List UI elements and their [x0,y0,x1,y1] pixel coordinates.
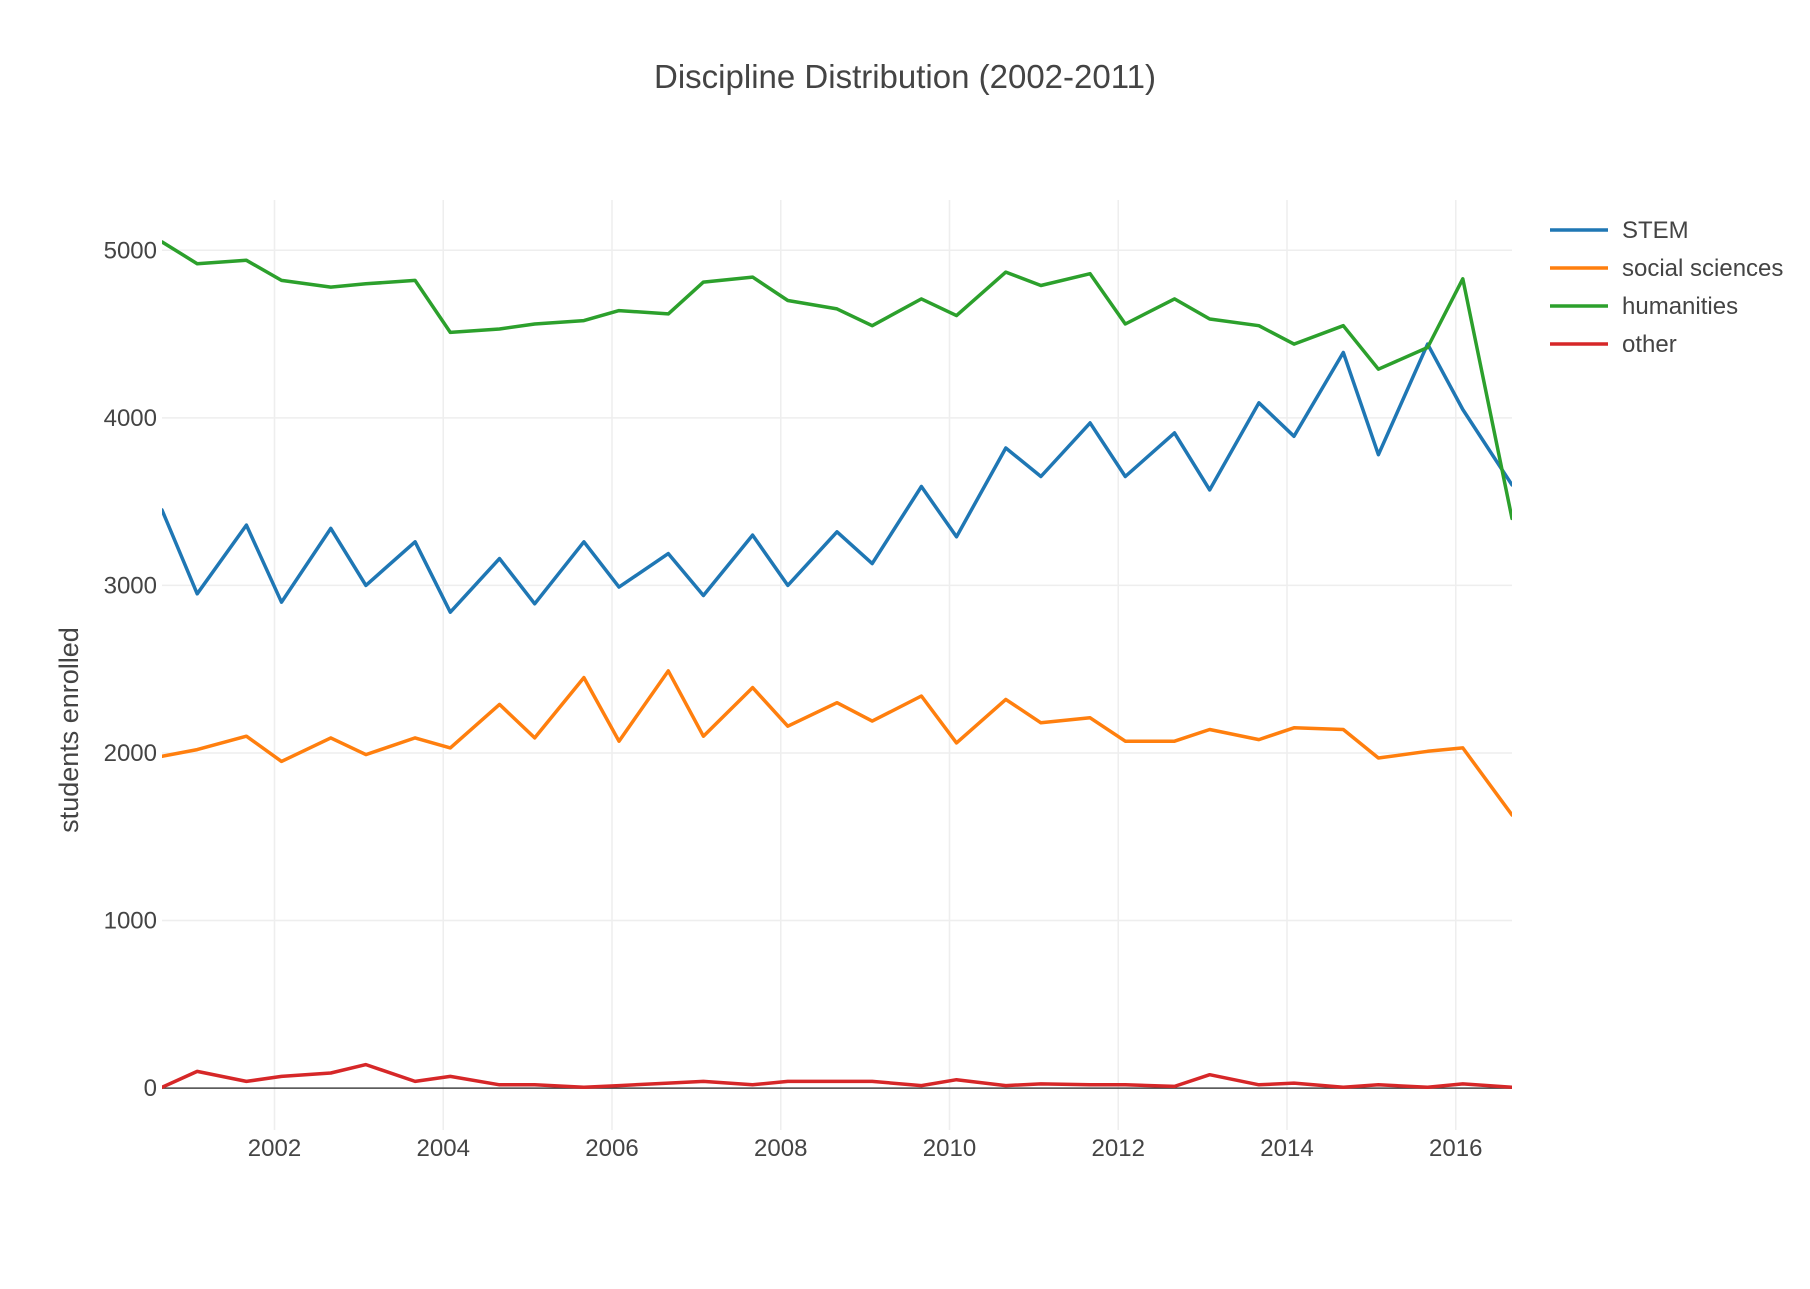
series-layer [162,240,1512,1090]
series-line-other [162,1062,1512,1090]
chart-title: Discipline Distribution (2002-2011) [654,58,1156,95]
x-tick-label: 2004 [417,1135,470,1162]
x-tick-label: 2002 [248,1135,301,1162]
x-tick-labels: 2002 2004 2006 2008 2010 2012 2014 2016 [248,1135,1483,1162]
legend-item[interactable]: other [1550,331,1677,358]
legend-label: humanities [1622,293,1738,320]
series-line-humanities [162,240,1512,521]
x-tick-label: 2006 [585,1135,638,1162]
legend-item[interactable]: STEM [1550,217,1689,244]
series-line-social-sciences [162,669,1512,817]
grid-layer [162,200,1512,1130]
y-tick-label: 0 [144,1075,157,1102]
series-line-stem [162,342,1512,614]
y-tick-labels: 0 1000 2000 3000 4000 5000 [104,237,157,1102]
legend-item[interactable]: humanities [1550,293,1738,320]
legend-label: other [1622,331,1677,358]
x-tick-label: 2014 [1260,1135,1313,1162]
x-tick-label: 2016 [1429,1135,1482,1162]
y-tick-label: 3000 [104,572,157,599]
x-tick-label: 2008 [754,1135,807,1162]
y-tick-label: 1000 [104,908,157,935]
legend-label: social sciences [1622,255,1783,282]
y-axis-label: students enrolled [54,627,84,833]
y-tick-label: 2000 [104,740,157,767]
x-tick-label: 2012 [1092,1135,1145,1162]
y-tick-label: 4000 [104,405,157,432]
legend: STEM social sciences humanities other [1550,217,1783,358]
x-tick-label: 2010 [923,1135,976,1162]
y-tick-label: 5000 [104,237,157,264]
legend-label: STEM [1622,217,1689,244]
legend-item[interactable]: social sciences [1550,255,1783,282]
